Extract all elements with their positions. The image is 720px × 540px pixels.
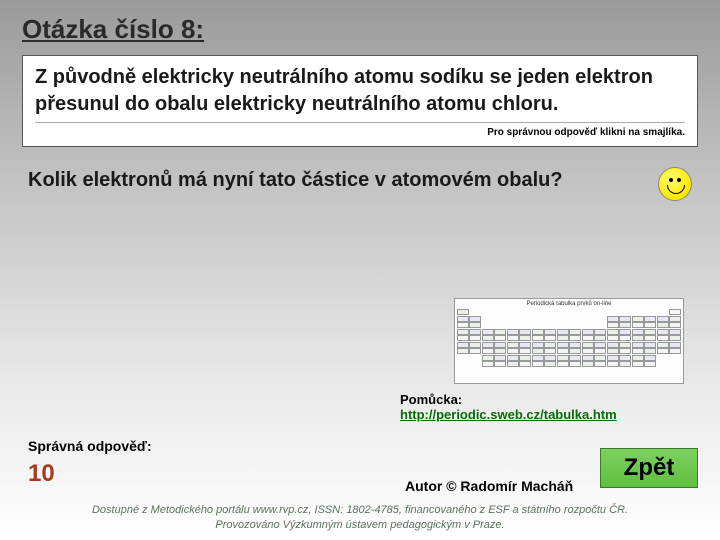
answer-value: 10 [28,460,55,488]
answer-label: Správná odpověď: [28,438,152,454]
question-title: Otázka číslo 8: [0,0,720,47]
back-button[interactable]: Zpět [600,448,698,488]
footer-credits: Dostupné z Metodického portálu www.rvp.c… [0,503,720,532]
hint-block: Pomůcka: http://periodic.sweb.cz/tabulka… [400,392,617,422]
question-text: Z původně elektricky neutrálního atomu s… [35,64,685,123]
periodic-table-thumbnail[interactable]: Periodická tabulka prvků on-line [454,298,684,384]
author-credit: Autor © Radomír Macháň [405,478,573,494]
question-box: Z původně elektricky neutrálního atomu s… [22,55,698,147]
smiley-icon[interactable] [658,167,692,201]
subquestion-text: Kolik elektronů má nyní tato částice v a… [28,167,692,194]
subquestion-row: Kolik elektronů má nyní tato částice v a… [28,167,692,194]
ptable-title: Periodická tabulka prvků on-line [457,301,681,307]
hint-link[interactable]: http://periodic.sweb.cz/tabulka.htm [400,407,617,422]
footer-line2: Provozováno Výzkumným ústavem pedagogick… [0,518,720,532]
footer-line1: Dostupné z Metodického portálu www.rvp.c… [0,503,720,517]
click-hint: Pro správnou odpověď klikni na smajlíka. [35,127,685,138]
hint-label: Pomůcka: [400,392,617,407]
